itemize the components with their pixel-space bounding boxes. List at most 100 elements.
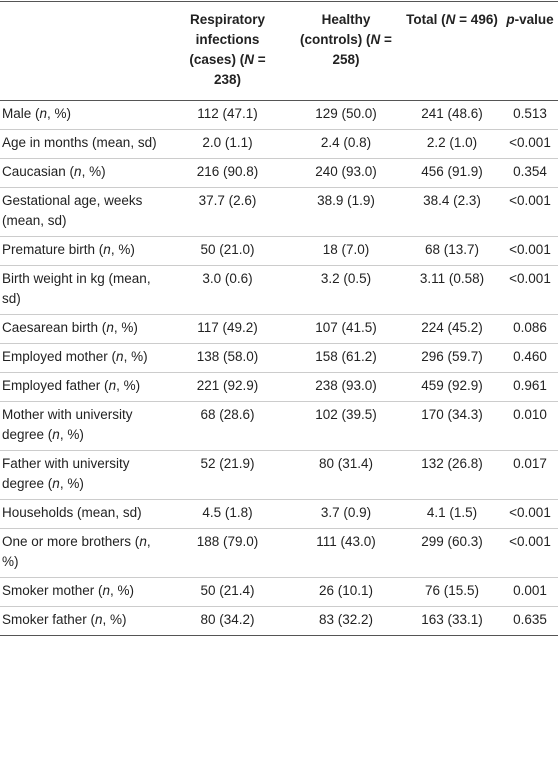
- text-run: n: [139, 534, 147, 549]
- table-row: Households (mean, sd) 4.5 (1.8) 3.7 (0.9) 4…: [0, 500, 558, 529]
- text-run: Total (: [406, 12, 446, 27]
- text-run: Households (mean, sd): [2, 505, 142, 520]
- cell: 2.4 (0.8): [320, 135, 372, 150]
- cell: 224 (45.2): [421, 320, 483, 335]
- row-label: One or more brothers (n, %): [0, 529, 165, 578]
- cell: 241 (48.6): [421, 106, 483, 121]
- header-cell: Total (N = 496): [402, 2, 502, 101]
- cell: 107 (41.5): [315, 320, 377, 335]
- table-row: Premature birth (n, %) 50 (21.0) 18 (7.0) 6…: [0, 237, 558, 266]
- cell: 3.7 (0.9): [320, 505, 372, 520]
- row-label: Employed father (n, %): [0, 373, 165, 402]
- cell: 138 (58.0): [196, 349, 259, 364]
- text-run: n: [108, 378, 117, 393]
- text-run: , %): [81, 164, 106, 179]
- text-run: , %): [2, 534, 151, 569]
- table-row: Gestational age, weeks (mean, sd) 37.7 (2…: [0, 188, 558, 237]
- text-run: , %): [59, 476, 84, 491]
- text-run: Caucasian (: [2, 164, 75, 179]
- text-run: n: [39, 106, 48, 121]
- cell: <0.001: [509, 193, 551, 208]
- cell: 68 (13.7): [424, 242, 480, 257]
- cell: 0.001: [513, 583, 547, 598]
- header-text: Healthy (controls) (N = 258): [296, 10, 396, 70]
- text-run: n: [102, 583, 111, 598]
- text-run: , %): [110, 242, 135, 257]
- text-run: Age in months (mean, sd): [2, 135, 157, 150]
- cell: <0.001: [509, 534, 551, 549]
- cell: 158 (61.2): [315, 349, 377, 364]
- cell: 2.2 (1.0): [426, 135, 478, 150]
- row-label: Gestational age, weeks (mean, sd): [0, 188, 165, 237]
- text-run: , %): [116, 378, 141, 393]
- row-label: Households (mean, sd): [0, 500, 165, 529]
- text-run: Respiratory infections (cases) (: [189, 12, 266, 67]
- data-table: Respiratory infections (cases) (N = 238)…: [0, 1, 558, 636]
- text-run: n: [95, 612, 103, 627]
- text-run: , %): [47, 106, 72, 121]
- cell: 83 (32.2): [318, 612, 374, 627]
- cell: 76 (15.5): [424, 583, 480, 598]
- row-label: Premature birth (n, %): [0, 237, 165, 266]
- text-run: Healthy (controls) (: [300, 12, 371, 47]
- text-run: Father with university degree (: [2, 456, 130, 491]
- cell: 0.961: [513, 378, 547, 393]
- text-run: Caesarean birth (: [2, 320, 107, 335]
- text-run: = 238): [213, 52, 266, 87]
- cell: 2.0 (1.1): [202, 135, 253, 150]
- table-body: Male (n, %) 112 (47.1) 129 (50.0) 241 (48.6…: [0, 101, 558, 636]
- text-run: Birth weight in kg (mean, sd): [2, 271, 151, 306]
- header-cell: [0, 2, 165, 101]
- table-row: Caucasian (n, %) 216 (90.8) 240 (93.0) 456 …: [0, 159, 558, 188]
- table-row: Smoker mother (n, %) 50 (21.4) 26 (10.1) 76…: [0, 578, 558, 607]
- cell: 4.1 (1.5): [426, 505, 478, 520]
- cell: 112 (47.1): [197, 106, 258, 121]
- cell: 238 (93.0): [315, 378, 377, 393]
- row-label: Caucasian (n, %): [0, 159, 165, 188]
- text-run: -value: [514, 12, 554, 27]
- header-row: Respiratory infections (cases) (N = 238)…: [0, 1, 558, 101]
- text-run: Smoker father (: [2, 612, 96, 627]
- table-row: Employed mother (n, %) 138 (58.0) 158 (61.…: [0, 344, 558, 373]
- cell: 216 (90.8): [196, 164, 259, 179]
- cell: 50 (21.4): [200, 583, 255, 598]
- text-run: , %): [110, 583, 135, 598]
- table-row: Father with university degree (n, %) 52 (…: [0, 451, 558, 500]
- table-row: Mother with university degree (n, %) 68 (…: [0, 402, 558, 451]
- text-run: One or more brothers (: [2, 534, 140, 549]
- cell: 132 (26.8): [421, 456, 483, 471]
- table-row: Employed father (n, %) 221 (92.9) 238 (93.…: [0, 373, 558, 402]
- cell: 3.11 (0.58): [419, 271, 485, 286]
- cell: 188 (79.0): [196, 534, 259, 549]
- cell: 0.513: [513, 106, 547, 121]
- cell: 129 (50.0): [315, 106, 377, 121]
- text-run: Gestational age, weeks (mean, sd): [2, 193, 143, 228]
- row-label: Smoker father (n, %): [0, 607, 165, 636]
- table-row: Age in months (mean, sd) 2.0 (1.1) 2.4 (0.…: [0, 130, 558, 159]
- table-row: Birth weight in kg (mean, sd) 3.0 (0.6) 3.…: [0, 266, 558, 315]
- row-label: Mother with university degree (n, %): [0, 402, 165, 451]
- text-run: = 258): [332, 32, 392, 67]
- text-run: n: [52, 476, 60, 491]
- cell: <0.001: [509, 505, 551, 520]
- text-run: N: [370, 32, 381, 47]
- text-run: Employed mother (: [2, 349, 117, 364]
- text-run: n: [74, 164, 82, 179]
- cell: 80 (31.4): [318, 456, 374, 471]
- text-run: Mother with university degree (: [2, 407, 133, 442]
- header-cell: Respiratory infections (cases) (N = 238): [165, 2, 290, 101]
- cell: 0.460: [513, 349, 547, 364]
- row-label: Smoker mother (n, %): [0, 578, 165, 607]
- text-run: n: [116, 349, 124, 364]
- table-header: Respiratory infections (cases) (N = 238)…: [0, 1, 558, 101]
- cell: <0.001: [509, 135, 551, 150]
- row-label: Employed mother (n, %): [0, 344, 165, 373]
- cell: 459 (92.9): [421, 378, 483, 393]
- cell: 26 (10.1): [318, 583, 374, 598]
- header-cell: p-value: [502, 2, 558, 101]
- cell: 0.086: [513, 320, 547, 335]
- header-text: p-value: [506, 10, 553, 30]
- table-row: Caesarean birth (n, %) 117 (49.2) 107 (41.…: [0, 315, 558, 344]
- cell: 221 (92.9): [196, 378, 259, 393]
